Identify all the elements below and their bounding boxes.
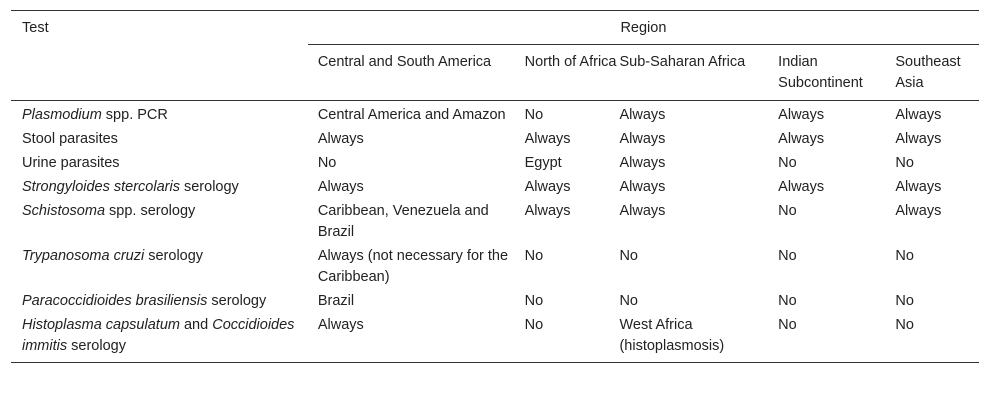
region-value-cell: No xyxy=(895,317,914,333)
organism-name: Plasmodium xyxy=(22,107,102,123)
table-row: Paracoccidioides brasiliensis serology Br… xyxy=(11,290,979,314)
region-value-cell: No xyxy=(778,155,797,171)
region-value-cell: No xyxy=(895,155,914,171)
table-row: Schistosoma spp. serology Caribbean, Vene… xyxy=(11,200,979,245)
table-row: Stool parasites Always Always Always Always A… xyxy=(11,128,979,152)
region-value-cell: No xyxy=(619,293,638,309)
region-value-cell: Always xyxy=(524,179,571,195)
region-header-southeast-asia: Southeast Asia xyxy=(895,54,961,91)
region-header-central-south-america: Central and South America xyxy=(317,54,492,70)
test-name-text: serology xyxy=(207,293,267,309)
test-name-cell: Schistosoma spp. serology xyxy=(11,200,308,245)
organism-name: Histoplasma capsulatum xyxy=(22,317,180,333)
region-value-cell: No xyxy=(778,203,797,219)
table-body: Plasmodium spp. PCR Central America and A… xyxy=(11,101,979,363)
region-value-cell: Always xyxy=(619,131,666,147)
region-value-cell: Always xyxy=(895,131,942,147)
region-value-cell: No xyxy=(524,248,544,264)
test-name-text: and xyxy=(179,317,213,333)
test-name-text: serology xyxy=(67,338,126,354)
region-value-cell: Always xyxy=(895,203,942,219)
region-value-cell: No xyxy=(524,317,544,333)
organism-name: Strongyloides stercolaris xyxy=(22,179,180,195)
test-name-text: spp. PCR xyxy=(101,107,168,123)
region-value-cell: Caribbean, Venezuela and Brazil xyxy=(317,203,489,240)
region-value-cell: West Africa (histoplasmosis) xyxy=(619,317,725,354)
region-value-cell: Always xyxy=(778,107,825,123)
test-name-cell: Plasmodium spp. PCR xyxy=(11,101,308,129)
header-row-1: Test Region xyxy=(11,10,979,45)
region-value-cell: Always xyxy=(778,179,825,195)
organism-name: Schistosoma xyxy=(22,203,106,219)
header-row-2: Central and South America North of Afric… xyxy=(11,45,979,101)
region-value-cell: Always xyxy=(778,131,825,147)
test-name-cell: Paracoccidioides brasiliensis serology xyxy=(11,290,308,314)
region-value-cell: Always xyxy=(317,317,364,333)
region-value-cell: Always xyxy=(619,203,666,219)
region-column-header: Region xyxy=(307,10,979,45)
test-name-text: spp. serology xyxy=(105,203,196,219)
region-value-cell: No xyxy=(524,107,544,123)
region-value-cell: Brazil xyxy=(317,293,355,309)
region-value-cell: No xyxy=(778,248,797,264)
test-column-header: Test xyxy=(22,20,49,36)
region-value-cell: No xyxy=(778,317,797,333)
region-value-cell: No xyxy=(895,248,914,264)
region-value-cell: Always xyxy=(524,203,571,219)
test-name-cell: Urine parasites xyxy=(11,152,308,176)
region-value-cell: No xyxy=(895,293,914,309)
region-value-cell: Always xyxy=(619,179,666,195)
region-header-indian-subcontinent: Indian Subcontinent xyxy=(778,54,863,91)
organism-name: Paracoccidioides brasiliensis xyxy=(22,293,208,309)
table-row: Urine parasites No Egypt Always No No xyxy=(11,152,979,176)
organism-name: Coccidioides immitis xyxy=(22,317,295,354)
region-value-cell: No xyxy=(619,248,638,264)
table-row: Histoplasma capsulatum and Coccidioides … xyxy=(11,314,979,363)
region-value-cell: Always (not necessary for the Caribbean) xyxy=(317,248,509,285)
region-value-cell: No xyxy=(524,293,544,309)
test-name-text: serology xyxy=(144,248,204,264)
organism-name: Trypanosoma cruzi xyxy=(22,248,145,264)
region-value-cell: Central America and Amazon xyxy=(317,107,506,123)
region-value-cell: Always xyxy=(895,179,942,195)
test-name-cell: Histoplasma capsulatum and Coccidioides … xyxy=(11,314,308,363)
region-value-cell: Egypt xyxy=(524,155,562,171)
test-name-cell: Strongyloides stercolaris serology xyxy=(11,176,308,200)
test-name-text: Stool parasites xyxy=(22,131,118,147)
test-name-cell: Stool parasites xyxy=(11,128,308,152)
region-value-cell: No xyxy=(317,155,337,171)
region-header-sub-saharan-africa: Sub-Saharan Africa xyxy=(619,54,746,70)
region-value-cell: Always xyxy=(619,107,666,123)
region-value-cell: Always xyxy=(524,131,571,147)
region-value-cell: Always xyxy=(317,131,364,147)
table-row: Trypanosoma cruzi serology Always (not ne… xyxy=(11,245,979,290)
table-row: Strongyloides stercolaris serology Always… xyxy=(11,176,979,200)
test-name-cell: Trypanosoma cruzi serology xyxy=(11,245,308,290)
region-value-cell: Always xyxy=(619,155,666,171)
region-header-north-africa: North of Africa xyxy=(524,54,617,70)
test-name-text: Urine parasites xyxy=(22,155,120,171)
region-value-cell: Always xyxy=(895,107,942,123)
region-test-table: Test Region Central and South America No… xyxy=(11,10,979,363)
test-name-text: serology xyxy=(179,179,239,195)
region-value-cell: Always xyxy=(317,179,364,195)
region-value-cell: No xyxy=(778,293,797,309)
table-row: Plasmodium spp. PCR Central America and A… xyxy=(11,101,979,129)
